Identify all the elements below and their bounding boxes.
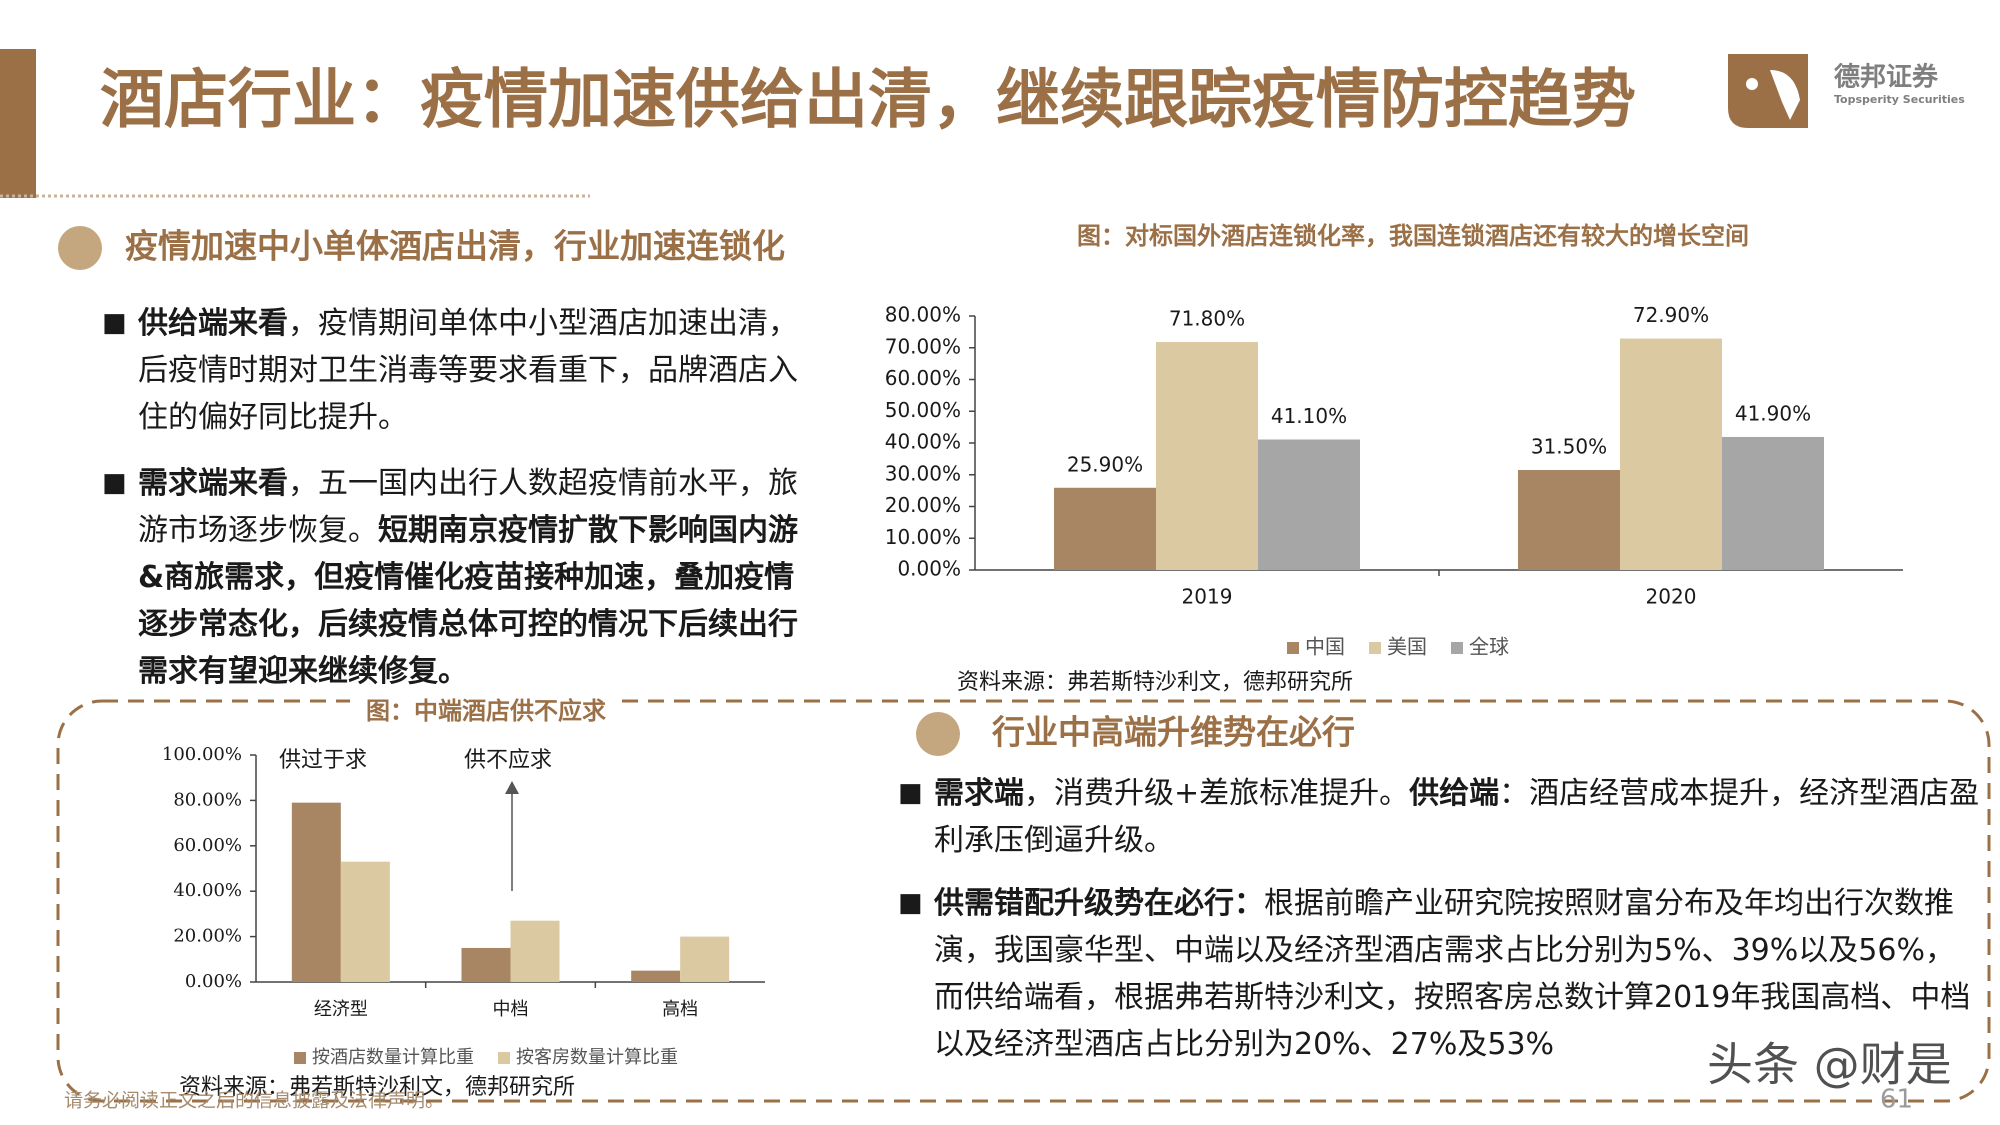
x-tick-label: 中档 [493, 999, 529, 1020]
legend-swatch [1369, 642, 1381, 654]
bullet-paragraph: ■ 需求端，消费升级+差旅标准提升。供给端：酒店经营成本提升，经济型酒店盈利承压倒… [898, 770, 1984, 864]
y-tick-label: 60.00% [173, 835, 242, 856]
bar [1156, 342, 1258, 570]
y-tick-label: 100.00% [162, 744, 242, 765]
heading-dot [58, 226, 102, 270]
text-run: 供给端来看 [138, 306, 288, 341]
legend-label: 中国 [1305, 635, 1345, 659]
text-run: 需求端 [934, 776, 1024, 811]
watermark: 头条 @财是 [1707, 1038, 1952, 1092]
bullet: ■ [898, 888, 923, 918]
value-label: 41.90% [1735, 401, 1811, 425]
annotation: 供不应求 [464, 748, 552, 773]
value-label: 25.90% [1067, 452, 1143, 476]
legend-label: 按客房数量计算比重 [516, 1047, 678, 1068]
bar [340, 861, 390, 982]
bar [510, 920, 560, 982]
bar [1258, 439, 1360, 570]
logo-spot [1746, 78, 1758, 90]
x-tick-label: 2020 [1646, 585, 1697, 609]
value-label: 31.50% [1531, 434, 1607, 458]
legend-swatch [1287, 642, 1299, 654]
y-tick-label: 80.00% [173, 789, 242, 810]
bullet-paragraph: ■ 需求端来看，五一国内出行人数超疫情前水平，旅游市场逐步恢复。短期南京疫情扩散下… [102, 460, 822, 695]
bar [291, 802, 341, 982]
legend-label: 按酒店数量计算比重 [312, 1047, 474, 1068]
x-tick-label: 高档 [662, 999, 698, 1020]
y-tick-label: 0.00% [897, 557, 961, 581]
legend: 按酒店数量计算比重 按客房数量计算比重 [294, 1047, 678, 1068]
text-run: 需求端来看 [138, 466, 288, 501]
y-tick-label: 10.00% [885, 525, 961, 549]
chart-title: 图：中端酒店供不应求 [366, 697, 606, 725]
bar [1054, 487, 1156, 570]
y-tick-label: 30.00% [885, 461, 961, 485]
y-tick-label: 20.00% [173, 926, 242, 947]
bar [680, 936, 730, 982]
dashed-frame [56, 699, 1991, 1103]
logo: 德邦证券 Topsperity Securities [1728, 54, 1965, 128]
bullet: ■ [898, 778, 923, 808]
x-tick-label: 经济型 [314, 999, 368, 1020]
section-heading: 行业中高端升维势在必行 [991, 713, 1355, 752]
bullet: ■ [102, 468, 127, 498]
annotation: 供过于求 [279, 748, 367, 773]
value-label: 71.80% [1169, 307, 1245, 331]
text-run: 短期南京疫情扩散下影响国内游&商旅需求，但疫情催化疫苗接种加速，叠加疫情逐步常态… [138, 513, 798, 689]
title-backdrop [350, 694, 622, 728]
y-tick-label: 80.00% [885, 303, 961, 327]
disclaimer: 请务必阅读正文之后的信息披露及法律声明。 [64, 1090, 444, 1112]
y-tick-label: 20.00% [885, 493, 961, 517]
bullet-paragraph: ■ 供给端来看，疫情期间单体中小型酒店加速出清，后疫情时期对卫生消毒等要求看重下，… [102, 300, 822, 441]
page-title: 酒店行业：疫情加速供给出清，继续跟踪疫情防控趋势 [100, 64, 1636, 138]
bullet-paragraph: ■ 供需错配升级势在必行：根据前瞻产业研究院按照财富分布及年均出行次数推演，我国豪… [898, 880, 1984, 1068]
y-tick-label: 40.00% [173, 880, 242, 901]
logo-name: 德邦证券 [1834, 63, 1939, 93]
legend-swatch [498, 1052, 510, 1064]
bullet: ■ [102, 308, 127, 338]
y-tick-label: 0.00% [185, 971, 242, 992]
text-run: 供需错配升级势在必行： [934, 886, 1264, 921]
legend-swatch [1451, 642, 1463, 654]
y-tick-label: 60.00% [885, 366, 961, 390]
bar [1620, 338, 1722, 570]
text-run: ，疫情期间单体中小型酒店加速出清，后疫情时期对卫生消毒等要求看重下，品牌酒店入住… [138, 306, 798, 435]
legend-swatch [294, 1052, 306, 1064]
legend-label: 美国 [1387, 635, 1427, 659]
y-tick-label: 50.00% [885, 398, 961, 422]
logo-subtitle: Topsperity Securities [1834, 93, 1965, 106]
section-heading: 疫情加速中小单体酒店出清，行业加速连锁化 [125, 227, 785, 266]
chart-source: 资料来源：弗若斯特沙利文，德邦研究所 [957, 670, 1353, 695]
page-number: 61 [1880, 1085, 1913, 1115]
value-label: 72.90% [1633, 303, 1709, 327]
text-run: ，消费升级+差旅标准提升。 [1024, 776, 1410, 811]
y-tick-label: 40.00% [885, 430, 961, 454]
bar [631, 970, 681, 982]
text-run: ，五一国内出行人数超疫情前水平，旅游市场逐步恢复。 [138, 466, 798, 548]
legend-label: 全球 [1469, 635, 1509, 659]
text-run: 供给端 [1409, 776, 1500, 811]
value-label: 41.10% [1271, 404, 1347, 428]
chart-title: 图：对标国外酒店连锁化率，我国连锁酒店还有较大的增长空间 [1077, 222, 1749, 250]
logo-spot [1770, 70, 1800, 120]
arrow-head [505, 781, 519, 794]
bar [1518, 469, 1620, 570]
legend: 中国 美国 全球 [1287, 635, 1509, 659]
text-run: ：酒店经营成本提升，经济型酒店盈利承压倒逼升级。 [934, 776, 1980, 858]
x-tick-label: 2019 [1182, 585, 1233, 609]
chart-source: 资料来源：弗若斯特沙利文，德邦研究所 [179, 1075, 575, 1100]
heading-dot [916, 712, 960, 756]
bar [461, 947, 511, 982]
y-tick-label: 70.00% [885, 334, 961, 358]
title-bar [0, 49, 36, 198]
bar [1722, 436, 1824, 570]
text-run: 根据前瞻产业研究院按照财富分布及年均出行次数推演，我国豪华型、中端以及经济型酒店… [934, 886, 1971, 1062]
